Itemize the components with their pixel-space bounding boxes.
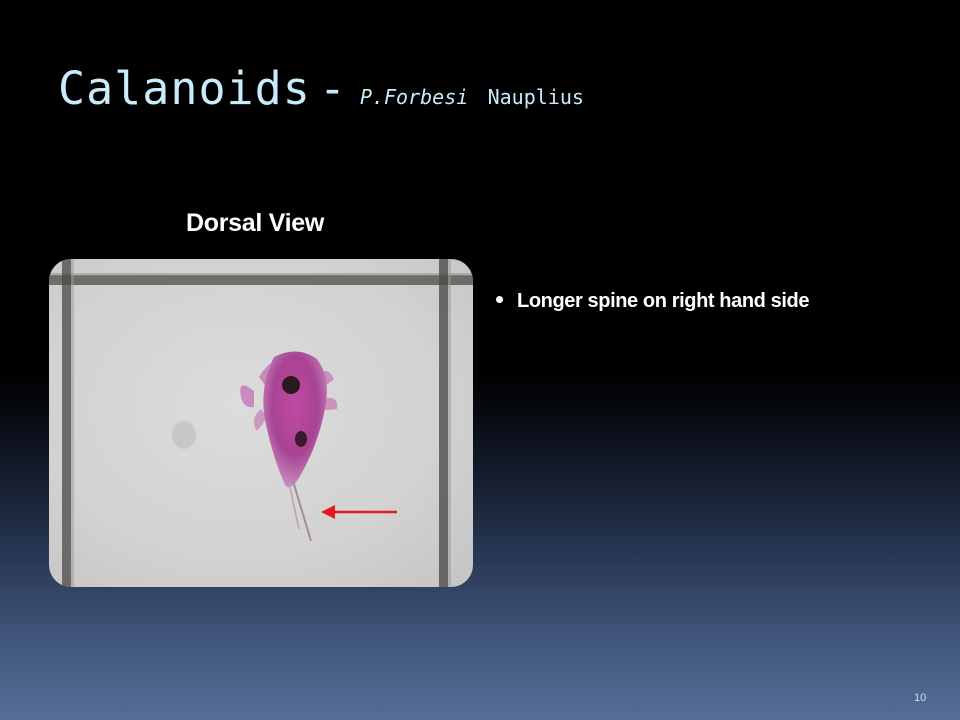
specimen-nauplius [240, 351, 338, 542]
bullet-dot-icon [496, 296, 503, 304]
page-number: 10 [914, 692, 927, 704]
grid-line-right [439, 259, 448, 587]
title-separator: - [318, 62, 346, 115]
title-species: P.Forbesi [359, 85, 469, 109]
bullet-item: Longer spine on right hand side [496, 290, 809, 313]
title-stage: Nauplius [487, 85, 584, 109]
title-main: Calanoids [58, 62, 311, 115]
microscope-image [49, 259, 473, 587]
grid-line-top [49, 275, 473, 285]
left-arrow-annotation [321, 505, 397, 519]
specimen-photo [49, 259, 473, 587]
slide-title: Calanoids - P.Forbesi Nauplius [58, 62, 584, 115]
bullet-text: Longer spine on right hand side [517, 290, 810, 312]
image-caption: Dorsal View [186, 209, 324, 237]
bullet-list: Longer spine on right hand side [496, 290, 809, 313]
grid-line-left [62, 259, 71, 587]
